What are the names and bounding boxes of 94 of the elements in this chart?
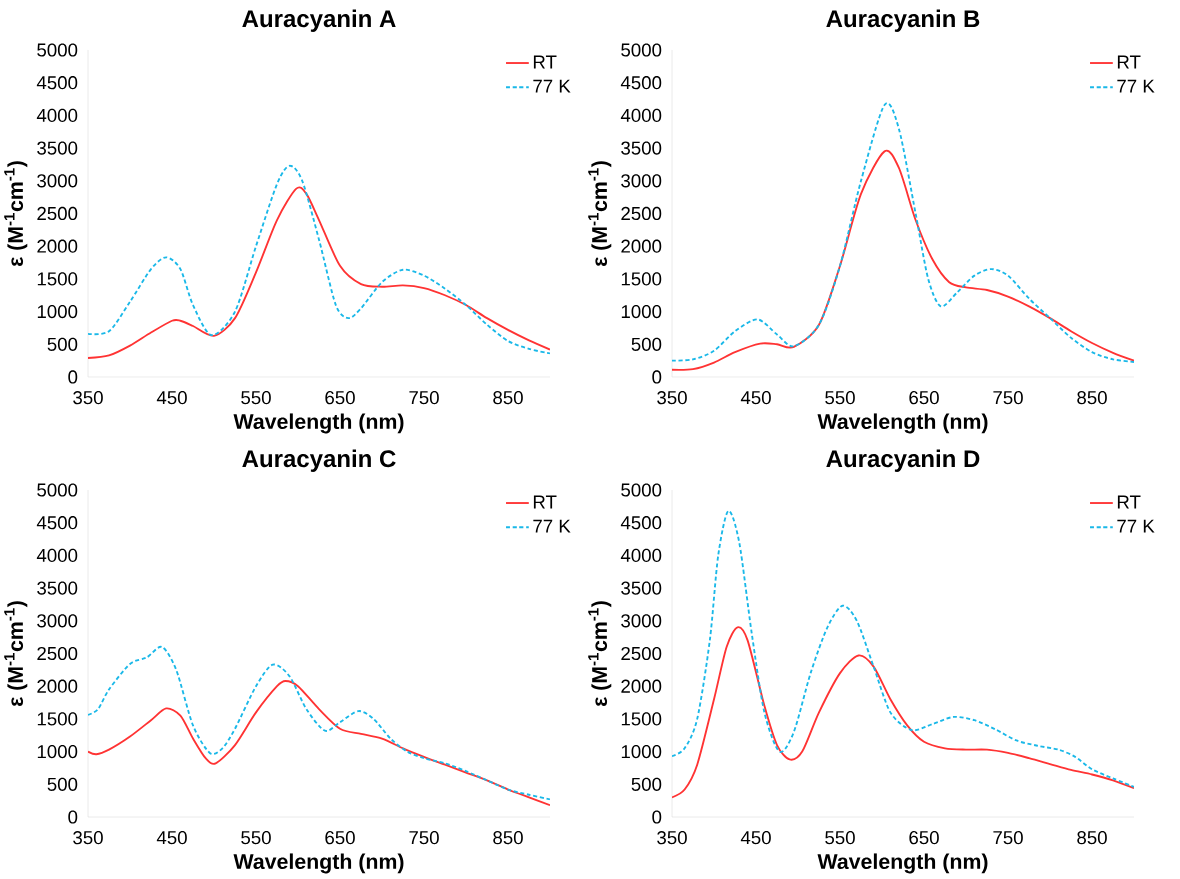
y-tick-label: 4000 bbox=[36, 108, 78, 123]
y-tick-label: 500 bbox=[631, 337, 662, 351]
x-tick-label: 750 bbox=[409, 831, 439, 845]
y-tick-label: 0 bbox=[68, 370, 78, 384]
y-tick-label: 2000 bbox=[37, 679, 78, 693]
legend-label: 77 K bbox=[1117, 519, 1155, 533]
y-tick-label: 3500 bbox=[621, 581, 662, 595]
line-series bbox=[672, 150, 1135, 371]
x-tick-label: 550 bbox=[825, 831, 855, 845]
legend-label: 77 K bbox=[533, 79, 571, 93]
y-tick-label: 1500 bbox=[37, 272, 78, 286]
x-tick-label: 750 bbox=[993, 391, 1023, 405]
line-series bbox=[88, 680, 550, 807]
x-tick-label: 750 bbox=[409, 391, 439, 405]
x-tick-label: 450 bbox=[156, 831, 187, 845]
y-tick-label: 4000 bbox=[620, 548, 662, 563]
y-tick-label: 4500 bbox=[36, 76, 78, 90]
x-tick-label: 850 bbox=[1077, 831, 1107, 845]
y-tick-label: 2500 bbox=[621, 646, 662, 661]
y-tick-label: 5000 bbox=[37, 43, 78, 57]
line-series bbox=[672, 626, 1135, 799]
y-tick-label: 5000 bbox=[37, 483, 78, 497]
x-tick-label: 350 bbox=[73, 831, 103, 845]
x-tick-label: 450 bbox=[156, 391, 187, 405]
y-tick-label: 500 bbox=[47, 337, 78, 351]
x-axis-title: Wavelength (nm) bbox=[817, 413, 988, 434]
chart-title: Auracyanin C bbox=[242, 449, 396, 472]
y-tick-label: 3000 bbox=[621, 614, 662, 628]
x-tick-label: 350 bbox=[657, 391, 687, 405]
chart-title: Auracyanin A bbox=[242, 9, 396, 32]
y-axis-title: ε (M$^{-1}$cm$^{-1}$) bbox=[4, 161, 28, 267]
y-tick-label: 1500 bbox=[37, 712, 78, 726]
line-series bbox=[672, 509, 1135, 788]
y-tick-label: 1000 bbox=[37, 304, 78, 319]
x-tick-label: 550 bbox=[241, 391, 271, 405]
legend-label: RT bbox=[1117, 55, 1141, 69]
x-tick-label: 650 bbox=[909, 831, 939, 845]
x-tick-label: 550 bbox=[241, 831, 271, 845]
y-tick-label: 4000 bbox=[36, 548, 78, 563]
y-tick-label: 0 bbox=[68, 810, 78, 824]
y-tick-label: 500 bbox=[631, 777, 662, 791]
x-tick-label: 450 bbox=[740, 831, 771, 845]
x-tick-label: 550 bbox=[825, 391, 855, 405]
y-tick-label: 3500 bbox=[37, 141, 78, 155]
x-tick-label: 850 bbox=[1077, 391, 1107, 405]
x-axis-title: Wavelength (nm) bbox=[817, 853, 988, 874]
y-tick-label: 5000 bbox=[621, 43, 662, 57]
y-tick-label: 2500 bbox=[37, 646, 78, 661]
line-series bbox=[672, 102, 1135, 363]
y-tick-label: 3500 bbox=[37, 581, 78, 595]
line-series bbox=[88, 646, 550, 801]
y-tick-label: 3500 bbox=[621, 141, 662, 155]
x-tick-label: 750 bbox=[993, 831, 1023, 845]
y-tick-label: 3000 bbox=[37, 174, 78, 188]
y-tick-label: 2000 bbox=[37, 239, 78, 253]
legend-label: RT bbox=[533, 495, 557, 509]
y-tick-label: 3000 bbox=[621, 174, 662, 188]
y-tick-label: 1500 bbox=[621, 272, 662, 286]
x-tick-label: 350 bbox=[657, 831, 687, 845]
y-tick-label: 0 bbox=[652, 810, 662, 824]
y-tick-label: 500 bbox=[47, 777, 78, 791]
x-tick-label: 450 bbox=[740, 391, 771, 405]
y-tick-label: 5000 bbox=[621, 483, 662, 497]
y-tick-label: 1000 bbox=[621, 744, 662, 759]
y-tick-label: 2500 bbox=[621, 206, 662, 221]
x-tick-label: 350 bbox=[73, 391, 103, 405]
y-axis-title: ε (M$^{-1}$cm$^{-1}$) bbox=[4, 601, 28, 707]
x-axis-title: Wavelength (nm) bbox=[233, 853, 404, 874]
y-tick-label: 4500 bbox=[620, 76, 662, 90]
x-tick-label: 850 bbox=[493, 831, 523, 845]
y-tick-label: 1500 bbox=[621, 712, 662, 726]
y-tick-label: 2000 bbox=[621, 239, 662, 253]
y-axis-title: ε (M$^{-1}$cm$^{-1}$) bbox=[588, 601, 612, 707]
y-axis-title: ε (M$^{-1}$cm$^{-1}$) bbox=[588, 161, 612, 267]
y-tick-label: 2500 bbox=[37, 206, 78, 221]
x-tick-label: 650 bbox=[325, 831, 355, 845]
legend-label: RT bbox=[533, 55, 557, 69]
y-tick-label: 0 bbox=[652, 370, 662, 384]
y-tick-label: 4500 bbox=[620, 516, 662, 530]
legend-label: 77 K bbox=[533, 519, 571, 533]
y-tick-label: 1000 bbox=[37, 744, 78, 759]
chart-title: Auracyanin D bbox=[826, 449, 980, 472]
legend-label: RT bbox=[1117, 495, 1141, 509]
chart-title: Auracyanin B bbox=[826, 9, 980, 32]
legend-label: 77 K bbox=[1117, 79, 1155, 93]
x-tick-label: 850 bbox=[493, 391, 523, 405]
x-axis-title: Wavelength (nm) bbox=[233, 413, 404, 434]
x-tick-label: 650 bbox=[909, 391, 939, 405]
y-tick-label: 1000 bbox=[621, 304, 662, 319]
y-tick-label: 2000 bbox=[621, 679, 662, 693]
y-tick-label: 4000 bbox=[620, 108, 662, 123]
y-tick-label: 4500 bbox=[36, 516, 78, 530]
x-tick-label: 650 bbox=[325, 391, 355, 405]
y-tick-label: 3000 bbox=[37, 614, 78, 628]
